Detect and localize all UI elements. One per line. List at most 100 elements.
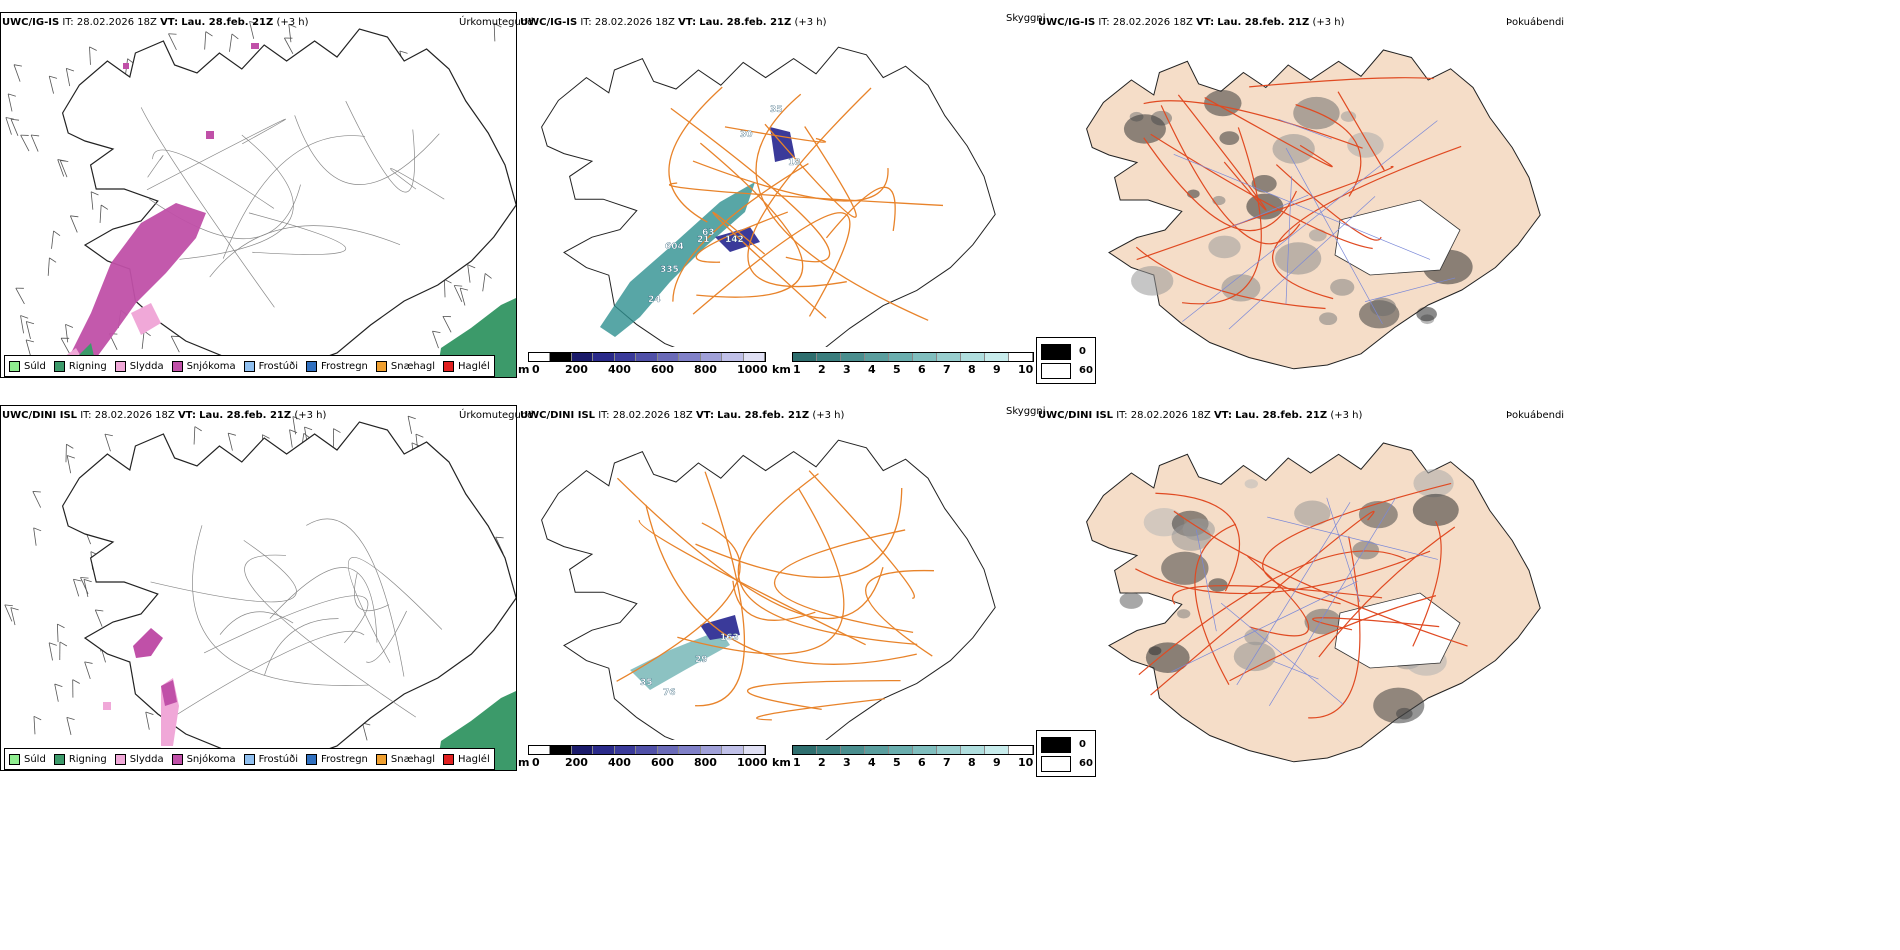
colorbar-unit: km [772,363,791,376]
wind-barb [25,321,35,340]
road [696,142,804,298]
fog-index-area [1177,609,1191,619]
legend-label: Frostúði [258,360,298,372]
legend-item: Slydda [114,753,164,765]
wind-barb [56,623,65,643]
colorbar-tick: 200 [565,363,588,376]
wind-barb [48,642,57,661]
road [638,519,866,646]
fog-index-area [1161,551,1209,585]
road [1318,526,1456,658]
wind-barb [89,46,97,65]
cloud-base-label: 163 [720,633,739,643]
wind-barb [145,711,154,730]
wind-barb [289,429,298,448]
legend-item: Haglél [443,753,490,765]
wind-barb [141,330,151,349]
wind-barb [66,716,75,735]
wind-barb [495,536,504,554]
precip-type-panel [0,405,517,771]
fog-index-area [1244,628,1269,646]
wind-barb [54,683,63,702]
road [347,557,443,663]
cloud-base-label: 29 [695,655,708,665]
init-time: IT: 28.02.2026 18Z [1116,410,1211,421]
fog-index-area [1413,469,1454,498]
fog-index-area [1293,96,1340,130]
wind-barb [493,23,502,42]
wind-barb [84,661,93,680]
road [865,569,934,657]
colorbar-tick: 200 [565,756,588,769]
colorbar-tick: 6 [918,363,926,376]
road [1337,91,1385,171]
fog-index-panel [1040,30,1555,392]
low-visibility-area [600,182,755,337]
wind-barb [459,287,469,306]
fog-index-area [1244,479,1258,489]
colorbar-gradient [528,352,766,362]
fog-index-area [1416,306,1437,322]
wind-barb [168,33,177,51]
fog-index-area [1347,132,1384,158]
colorbar-tick: 3 [843,756,851,769]
road [1182,127,1262,305]
legend-label: Snjókoma [186,360,236,372]
road [264,618,339,675]
colorbar-gradient [792,352,1034,362]
legend-label: Haglél [458,360,490,372]
legend-swatch [443,360,455,372]
legend-value: 60 [1079,365,1093,376]
fog-index-area [1358,501,1398,529]
fog-index-area [1275,242,1322,275]
init-time: IT: 28.02.2026 18Z [1098,17,1193,28]
fog-index-area [1412,493,1459,527]
river [1228,196,1376,330]
snow-area [123,63,129,69]
visibility-title: Skyggni [1006,406,1046,417]
wind-barb [32,491,42,508]
road [219,611,294,635]
legend-label: Rigning [68,360,107,372]
valid-time: Lau. 28.feb. 21Z [1235,410,1328,421]
river [1365,277,1456,302]
legend-swatch [114,360,126,372]
fog-index-legend: 0 60 [1036,337,1096,384]
wind-barb [99,204,109,223]
river [1231,194,1309,227]
wind-barb [288,23,297,43]
road [366,610,407,663]
cloud-base-colorbar: m 0 200 400 600 800 1000 [518,745,768,773]
snow-area [133,628,163,658]
legend-value: 0 [1079,346,1086,357]
init-time: IT: 28.02.2026 18Z [580,17,675,28]
legend-swatch [375,753,387,765]
fog-index-area [1212,195,1226,206]
road [1143,100,1363,149]
road [1160,105,1301,245]
wind-barb [170,335,180,353]
colorbar-tick: 400 [608,363,631,376]
wind-barb [407,415,416,434]
valid-label: VT: [177,410,196,421]
fog-index-area [1304,608,1342,635]
colorbar-unit: m [518,363,530,376]
fog-index-area [1123,114,1166,144]
colorbar-tick: 10 [1018,363,1034,376]
road [1172,585,1383,605]
fog-index-area [1373,687,1425,724]
colorbar-tick: 1000 [737,363,768,376]
colorbar-tick: 600 [651,756,674,769]
river [1273,660,1319,680]
valid-label: VT: [160,17,179,28]
legend-item: Snæhagl [375,360,435,372]
wind-barb [482,273,492,292]
road [669,182,944,207]
fog-index-legend: 0 60 [1036,730,1096,777]
road [354,573,390,612]
fog-title: Þokuábendi [1506,17,1565,28]
road [248,212,346,255]
road [724,126,827,143]
legend-item: Snjókoma [171,753,236,765]
cloud-base-label: 604 [665,242,684,252]
